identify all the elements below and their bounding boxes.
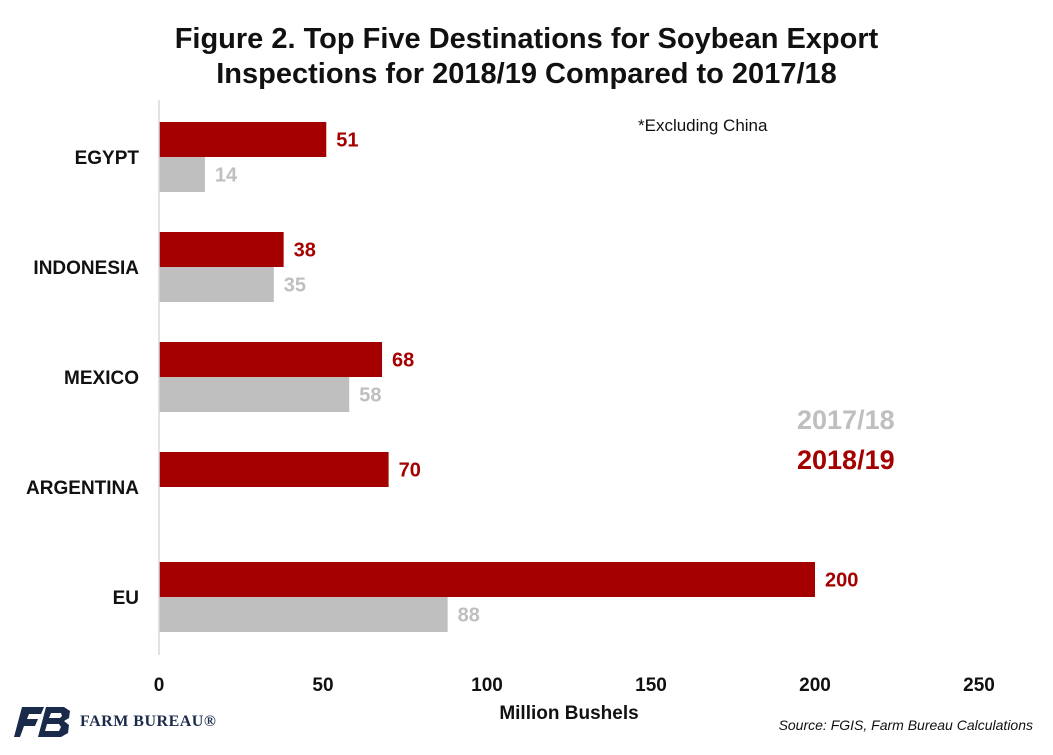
bar-indonesia-2018-19 [159, 232, 284, 267]
x-tick-label-200: 200 [799, 675, 831, 696]
category-label-argentina: ARGENTINA [26, 478, 139, 499]
legend-item-2018-19: 2018/19 [797, 445, 895, 475]
value-label-indonesia-2018-19: 38 [294, 240, 316, 262]
x-tick-label-0: 0 [154, 675, 165, 696]
x-tick-label-100: 100 [471, 675, 503, 696]
bars-layer [159, 122, 815, 632]
bar-eu-2018-19 [159, 562, 815, 597]
category-label-eu: EU [113, 588, 139, 609]
bar-indonesia-2017-18 [159, 267, 274, 302]
value-label-argentina-2018-19: 70 [399, 460, 421, 482]
value-label-eu-2018-19: 200 [825, 570, 858, 592]
source-note: Source: FGIS, Farm Bureau Calculations [778, 717, 1033, 733]
chart-title-line-2: Inspections for 2018/19 Compared to 2017… [216, 58, 837, 90]
x-tick-label-50: 50 [312, 675, 333, 696]
value-label-egypt-2018-19: 51 [336, 130, 358, 152]
category-label-mexico: MEXICO [64, 368, 139, 389]
chart-title-line-1: Figure 2. Top Five Destinations for Soyb… [174, 23, 879, 55]
x-axis-label: Million Bushels [499, 703, 639, 724]
value-label-mexico-2017-18: 58 [359, 385, 381, 407]
chart-note: *Excluding China [638, 116, 768, 135]
category-label-egypt: EGYPT [75, 148, 140, 169]
category-label-indonesia: INDONESIA [33, 258, 139, 279]
farm-bureau-logo-icon [14, 707, 70, 737]
farm-bureau-logo-text: FARM BUREAU® [80, 713, 217, 730]
legend-item-2017-18: 2017/18 [797, 405, 895, 435]
x-tick-label-250: 250 [963, 675, 995, 696]
bar-argentina-2018-19 [159, 452, 389, 487]
bar-mexico-2017-18 [159, 377, 350, 412]
legend: 2017/18 2018/19 [797, 400, 895, 480]
bar-egypt-2018-19 [159, 122, 327, 157]
bar-eu-2017-18 [159, 597, 448, 632]
value-label-mexico-2018-19: 68 [392, 350, 414, 372]
bar-mexico-2018-19 [159, 342, 383, 377]
chart-title: Figure 2. Top Five Destinations for Soyb… [0, 22, 1053, 92]
value-label-indonesia-2017-18: 35 [284, 275, 306, 297]
farm-bureau-logo: FARM BUREAU® [14, 704, 216, 740]
value-label-egypt-2017-18: 14 [215, 165, 238, 187]
labels-layer: EGYPT 51 14 INDONESIA 38 35 MEXICO 68 58 ARGENTIN… [26, 130, 995, 697]
value-label-eu-2017-18: 88 [458, 605, 480, 627]
x-tick-label-150: 150 [635, 675, 667, 696]
bar-egypt-2017-18 [159, 157, 205, 192]
